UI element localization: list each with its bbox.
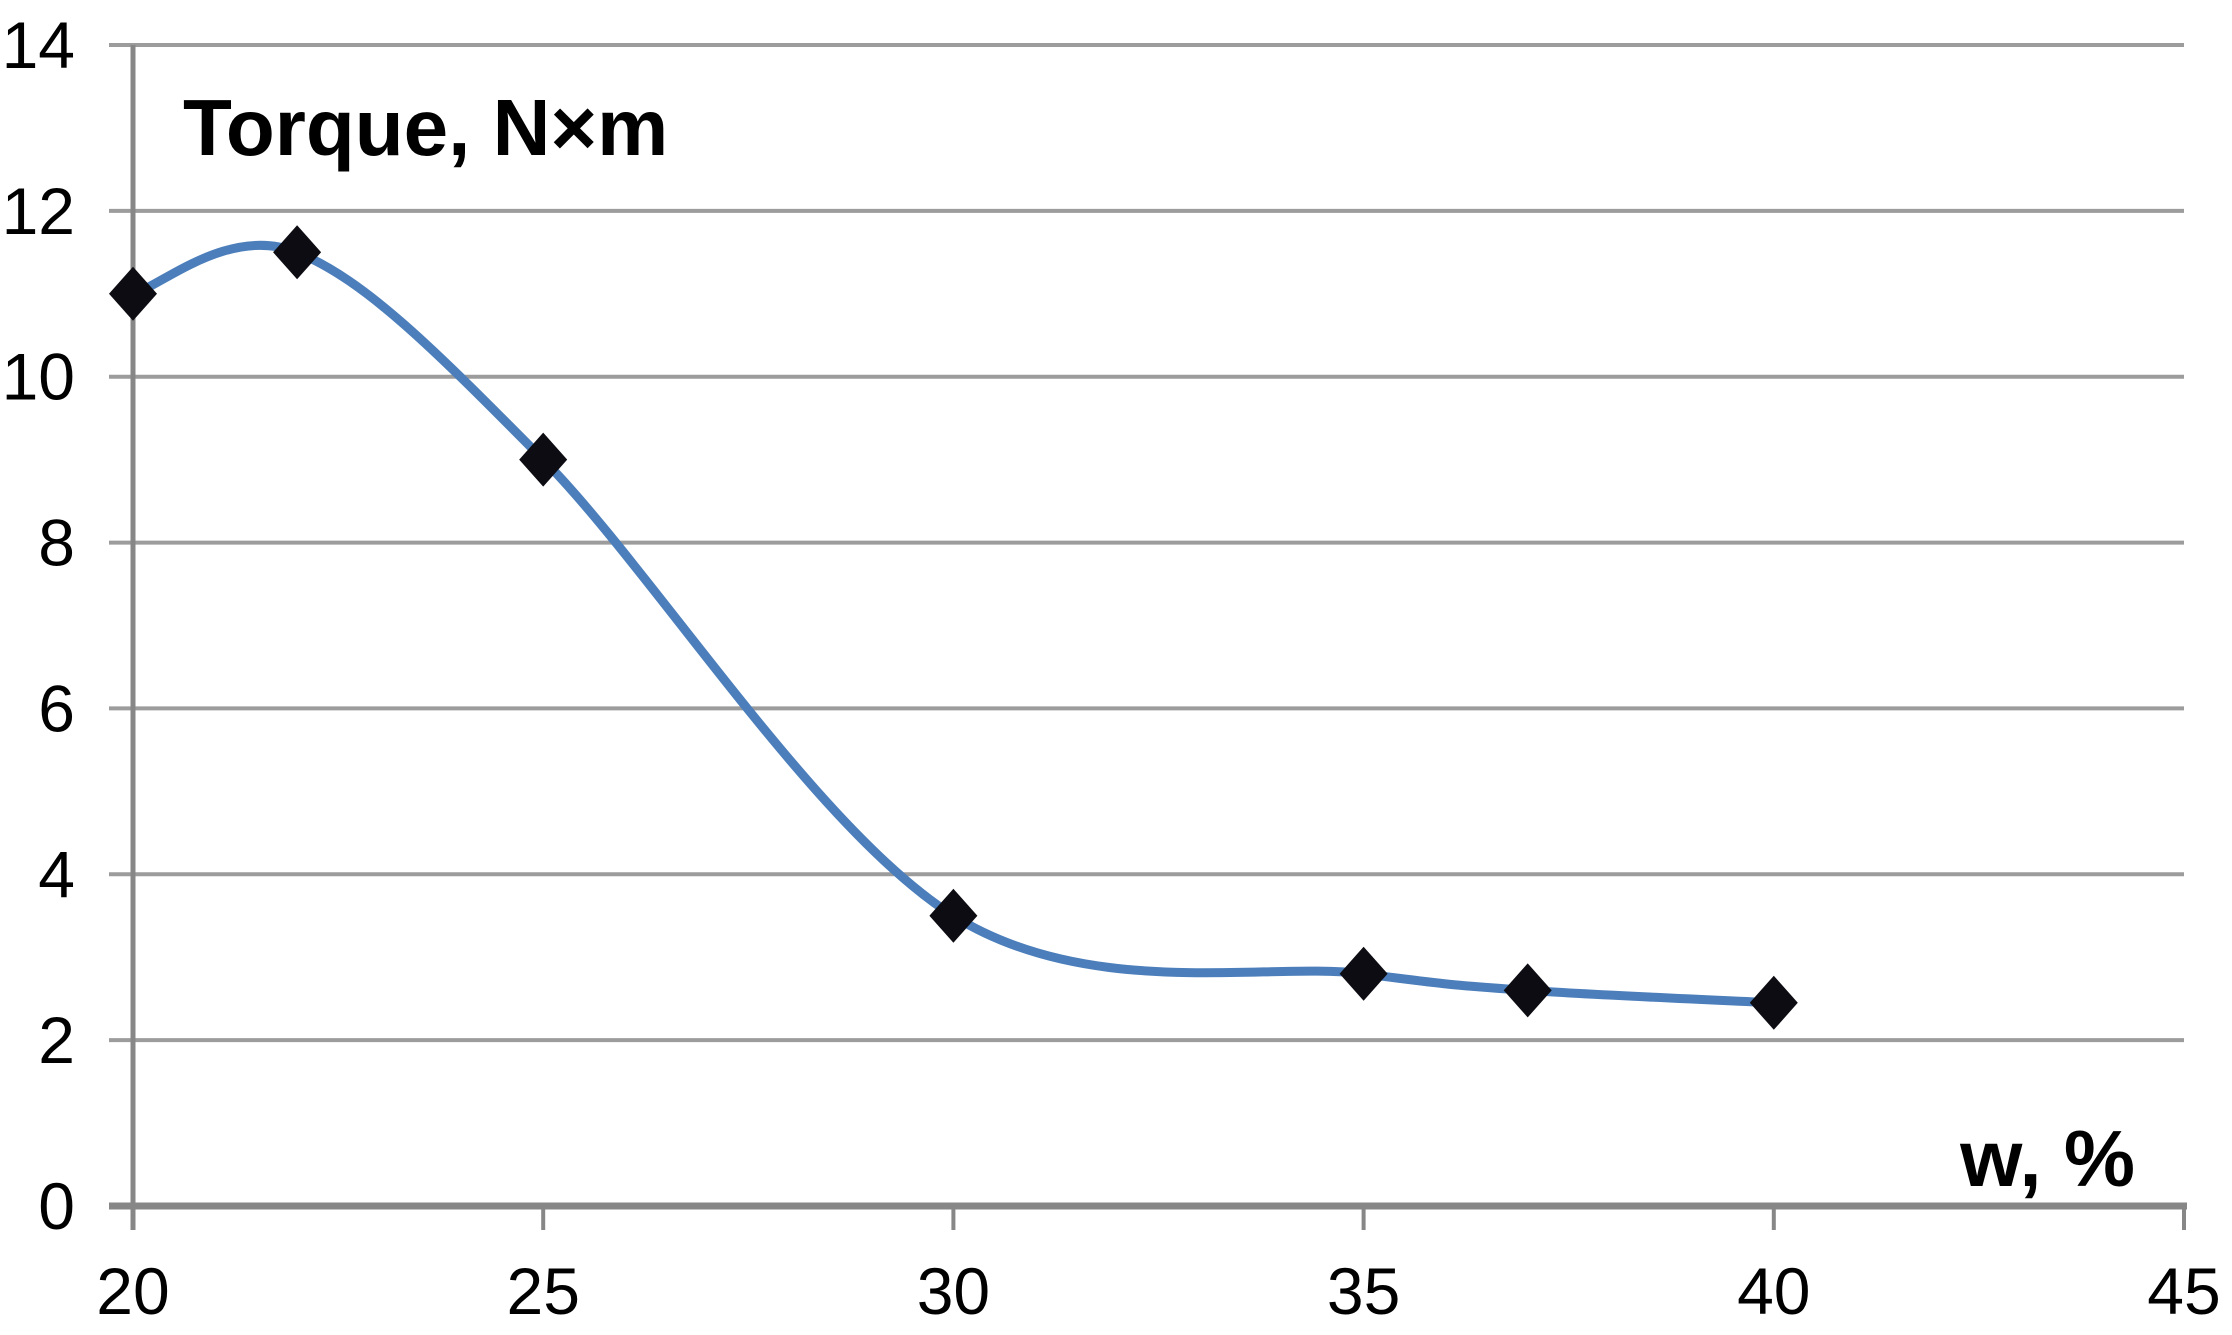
x-tick-label-40: 40	[1737, 1254, 1810, 1328]
y-tick-label-4: 4	[38, 837, 75, 911]
data-point-marker-35	[1339, 946, 1388, 1001]
x-tick-label-30: 30	[917, 1254, 990, 1328]
data-point-marker-30	[929, 888, 978, 943]
x-tick-label-35: 35	[1327, 1254, 1400, 1328]
axes-layer	[109, 45, 2187, 1230]
y-tick-label-2: 2	[38, 1003, 75, 1077]
y-tick-label-6: 6	[38, 671, 75, 745]
x-tick-label-20: 20	[96, 1254, 169, 1328]
y-tick-label-12: 12	[2, 174, 75, 248]
x-tick-label-25: 25	[506, 1254, 579, 1328]
data-point-marker-25	[519, 432, 568, 487]
y-tick-label-10: 10	[2, 340, 75, 414]
data-point-marker-20	[109, 266, 157, 321]
y-tick-label-14: 14	[2, 8, 75, 82]
data-point-marker-40	[1749, 975, 1798, 1030]
x-tick-label-45: 45	[2147, 1254, 2220, 1328]
y-tick-label-8: 8	[38, 506, 75, 580]
y-tick-label-0: 0	[38, 1169, 75, 1243]
chart-title: Torque, N×m	[183, 83, 668, 172]
data-point-marker-37	[1503, 963, 1552, 1018]
x-axis-label: w, %	[1959, 1114, 2135, 1203]
gridlines-layer	[109, 43, 2184, 1043]
data-point-marker-22	[273, 225, 322, 280]
tick-labels-layer: 0 2 4 6 8 10 12 14 20 25 30 35 40 45	[2, 8, 2221, 1328]
data-series-layer	[109, 225, 1798, 1030]
